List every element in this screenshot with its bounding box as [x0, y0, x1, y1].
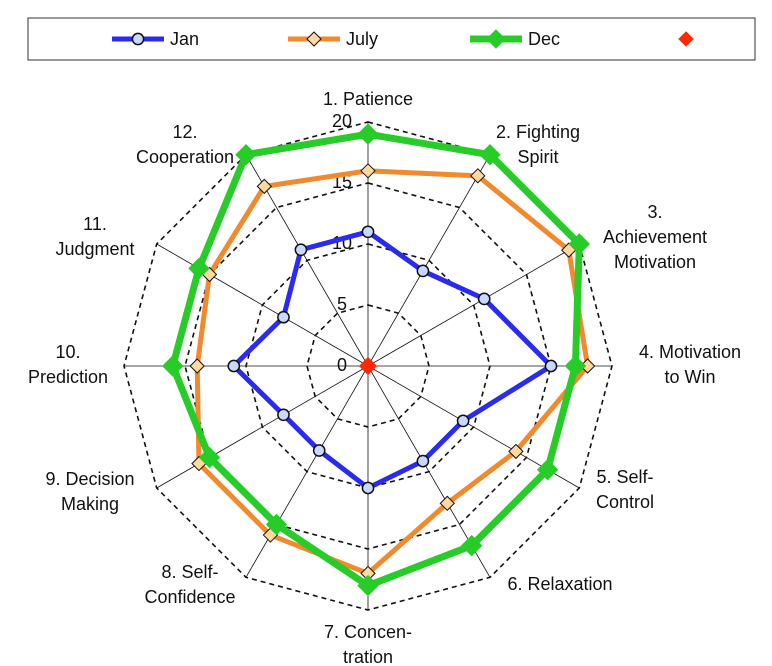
- category-label: 2. Fighting Spirit: [496, 122, 580, 167]
- legend-marker: [306, 31, 322, 47]
- category-label: 6. Relaxation: [507, 574, 612, 594]
- data-point: [456, 414, 470, 428]
- data-point: [479, 143, 501, 166]
- data-point: [227, 359, 241, 373]
- series-line: [230, 229, 555, 491]
- data-point: [439, 495, 456, 512]
- data-point: [235, 143, 257, 166]
- category-label: 10. Prediction: [28, 342, 108, 387]
- category-label: 4. Motivation to Win: [639, 342, 741, 387]
- series-line: [194, 168, 591, 577]
- data-point: [460, 534, 483, 557]
- data-point: [357, 574, 379, 597]
- category-label: 12. Cooperation: [136, 122, 234, 167]
- spoke: [367, 243, 580, 367]
- data-point: [536, 458, 559, 481]
- data-point: [188, 257, 210, 280]
- legend-label: Dec: [528, 29, 560, 49]
- category-label: 8. Self-Confidence: [144, 562, 235, 607]
- spoke: [245, 365, 369, 578]
- data-point: [357, 123, 379, 145]
- category-label: 5. Self-Control: [596, 467, 654, 512]
- data-point: [361, 225, 375, 239]
- category-label: 3. Achievement Motivation: [603, 202, 707, 272]
- data-point: [416, 264, 430, 278]
- data-point: [470, 168, 486, 184]
- legend-marker: [678, 31, 694, 47]
- legend-label: July: [346, 29, 378, 49]
- r-tick-label: 20: [332, 111, 352, 131]
- spoke: [156, 243, 369, 367]
- data-point: [162, 355, 184, 377]
- data-point: [360, 163, 376, 179]
- data-point: [359, 357, 377, 375]
- legend-marker: [131, 32, 145, 46]
- data-point: [564, 355, 587, 377]
- data-point: [277, 408, 290, 422]
- r-tick-label: 0: [337, 355, 347, 375]
- r-tick-label: 5: [337, 294, 347, 314]
- data-point: [508, 443, 524, 460]
- category-label: 11. Judgment: [55, 214, 134, 259]
- category-label: 7. Concen-tration: [324, 622, 412, 666]
- data-point: [416, 454, 430, 468]
- data-point: [361, 481, 375, 495]
- data-point: [568, 233, 591, 255]
- data-point: [277, 310, 290, 324]
- legend-marker: [486, 29, 506, 49]
- category-label: 1. Patience: [323, 89, 413, 109]
- data-point: [198, 446, 221, 469]
- data-point: [256, 178, 273, 195]
- spoke: [367, 154, 491, 367]
- data-point: [312, 444, 326, 457]
- data-point: [544, 359, 558, 373]
- data-point: [294, 243, 308, 257]
- data-point: [477, 292, 491, 306]
- data-point: [189, 358, 205, 374]
- spoke: [156, 365, 369, 489]
- category-label: 9. Decision Making: [45, 469, 134, 514]
- data-point: [265, 513, 288, 536]
- legend-label: Jan: [170, 29, 199, 49]
